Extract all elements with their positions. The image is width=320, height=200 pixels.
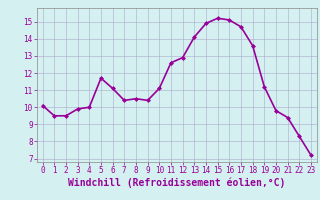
X-axis label: Windchill (Refroidissement éolien,°C): Windchill (Refroidissement éolien,°C): [68, 178, 285, 188]
